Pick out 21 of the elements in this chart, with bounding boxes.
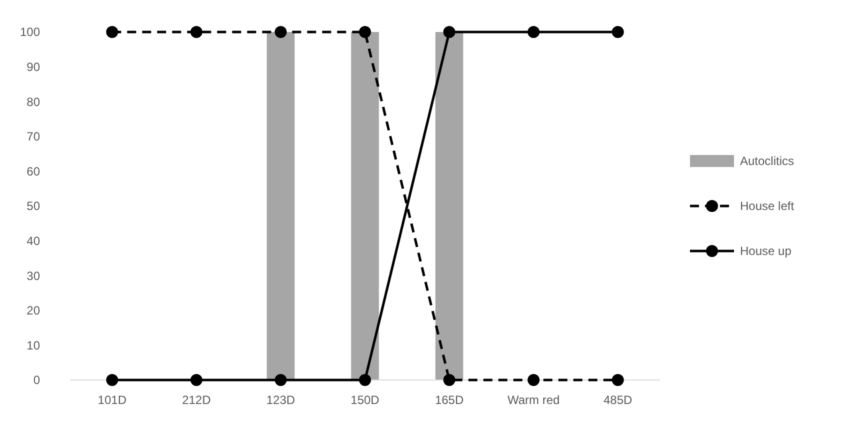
x-tick-label: Warm red [507,393,560,407]
y-tick-label: 40 [26,234,40,248]
x-tick-label: 150D [350,393,380,407]
y-tick-label: 30 [26,268,40,283]
y-tick-label: 70 [26,130,40,144]
legend-label: Autoclitics [740,154,794,168]
x-tick-label: 123D [266,393,296,407]
y-tick-label: 50 [26,199,40,214]
y-tick-label: 10 [26,338,40,352]
y-tick-label: 80 [26,94,40,109]
x-tick-label: 485D [604,393,633,407]
x-tick-label: 212D [182,393,212,407]
y-tick-label: 60 [26,164,40,178]
x-tick-label: 165D [434,393,464,407]
y-tick-label: 0 [33,373,40,388]
y-tick-label: 20 [26,304,40,318]
legend-label: House up [740,244,792,258]
x-tick-label: 101D [98,393,127,407]
legend-label: House left [740,199,795,214]
y-tick-label: 100 [20,25,40,40]
y-tick-label: 90 [26,60,40,74]
